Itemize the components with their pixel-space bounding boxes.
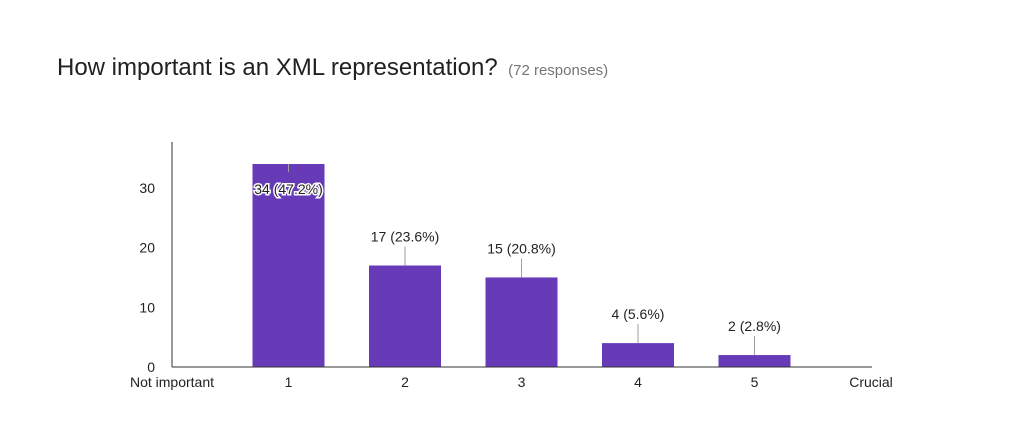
y-tick-label: 30 xyxy=(139,180,155,196)
response-count: (72 responses) xyxy=(508,62,609,79)
x-tick-label: 5 xyxy=(751,374,759,390)
label-leaders xyxy=(288,164,755,356)
bar xyxy=(602,343,674,367)
value-label: 34 (47.2%) xyxy=(254,181,322,197)
bar xyxy=(252,164,325,367)
x-axis-ticks: Not important 1 2 3 4 5 Crucial xyxy=(130,374,893,390)
value-labels: 34 (47.2%) 17 (23.6%) 15 (20.8%) 4 (5.6%) 2 … xyxy=(253,180,781,335)
chart-header: How important is an XML representation? … xyxy=(57,54,608,82)
x-tick-label: 3 xyxy=(518,374,526,390)
bar xyxy=(718,355,791,367)
x-tick-label: 4 xyxy=(634,374,642,390)
value-label: 4 (5.6%) xyxy=(612,306,665,322)
chart-title: How important is an XML representation? xyxy=(57,54,498,81)
value-label: 15 (20.8%) xyxy=(487,240,555,256)
x-tick-label: Crucial xyxy=(849,374,893,390)
x-tick-label: 2 xyxy=(401,374,409,390)
bar xyxy=(369,265,441,367)
y-tick-label: 20 xyxy=(139,240,155,256)
x-tick-label: 1 xyxy=(285,374,293,390)
value-label: 2 (2.8%) xyxy=(728,318,781,334)
y-tick-label: 10 xyxy=(139,299,155,315)
bar xyxy=(485,277,558,367)
y-tick-label: 0 xyxy=(147,359,155,375)
x-tick-label: Not important xyxy=(130,374,214,390)
bars xyxy=(252,164,791,367)
y-axis-ticks: 0 10 20 30 xyxy=(139,180,155,375)
value-label: 17 (23.6%) xyxy=(371,229,439,245)
